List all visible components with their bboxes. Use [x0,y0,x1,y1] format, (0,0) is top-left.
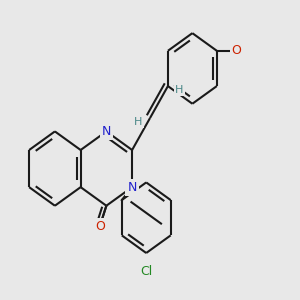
Text: Cl: Cl [140,265,152,278]
Text: O: O [95,220,105,233]
Text: H: H [175,85,184,95]
Text: H: H [134,117,142,127]
Text: O: O [232,44,242,57]
Text: N: N [102,125,111,138]
Text: N: N [128,181,137,194]
